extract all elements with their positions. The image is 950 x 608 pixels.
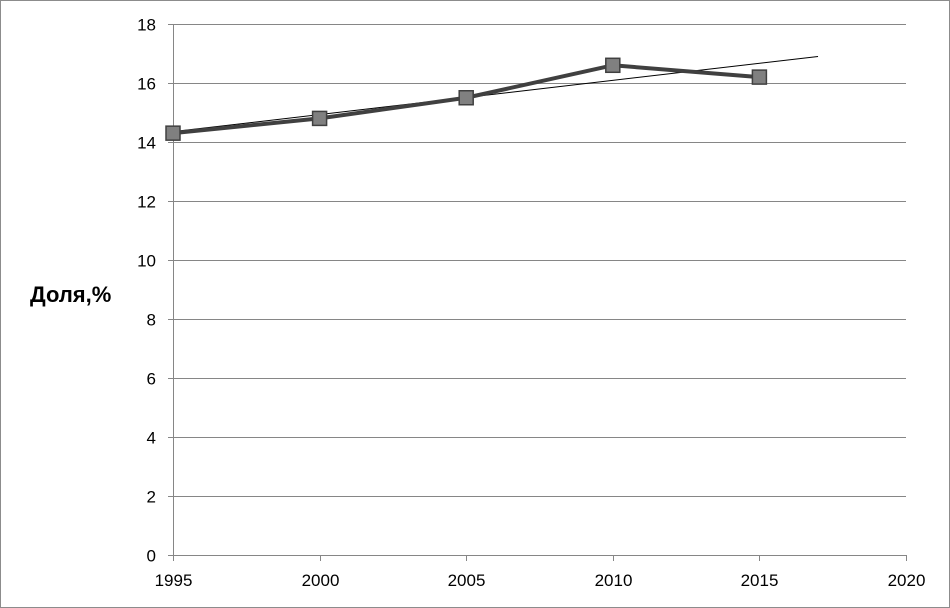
data-point-marker (605, 57, 621, 74)
y-tick-label: 12 (137, 193, 156, 212)
x-tick-label: 2000 (302, 571, 340, 590)
data-point-marker (165, 125, 181, 141)
data-point-marker (458, 90, 474, 106)
y-tick-label: 4 (147, 429, 156, 448)
y-tick-label: 0 (147, 547, 156, 566)
x-tick-label: 1995 (155, 571, 193, 590)
y-tick-label: 2 (147, 488, 156, 507)
trendline (172, 55, 819, 133)
y-tick-label: 14 (137, 134, 156, 153)
x-tick-labels: 1995 2000 2005 2010 2015 2020 (155, 571, 926, 590)
trendline-group (172, 55, 819, 133)
data-point-marker (751, 69, 768, 85)
y-tick-labels: 0 2 4 6 8 10 12 14 16 18 (137, 16, 156, 566)
y-tick-label: 6 (147, 370, 156, 389)
x-tick-label: 2015 (741, 571, 779, 590)
grid-lines (173, 24, 906, 556)
x-tick-label: 2020 (888, 571, 926, 590)
axes (168, 24, 907, 561)
y-axis-label: Доля,% (30, 282, 111, 307)
series-group (165, 57, 768, 141)
x-tick-label: 2010 (595, 571, 633, 590)
y-tick-label: 16 (137, 75, 156, 94)
data-point-marker (311, 110, 328, 127)
y-tick-label: 18 (137, 16, 156, 35)
y-tick-label: 10 (137, 252, 156, 271)
x-tick-label: 2005 (448, 571, 486, 590)
y-tick-label: 8 (147, 311, 156, 330)
